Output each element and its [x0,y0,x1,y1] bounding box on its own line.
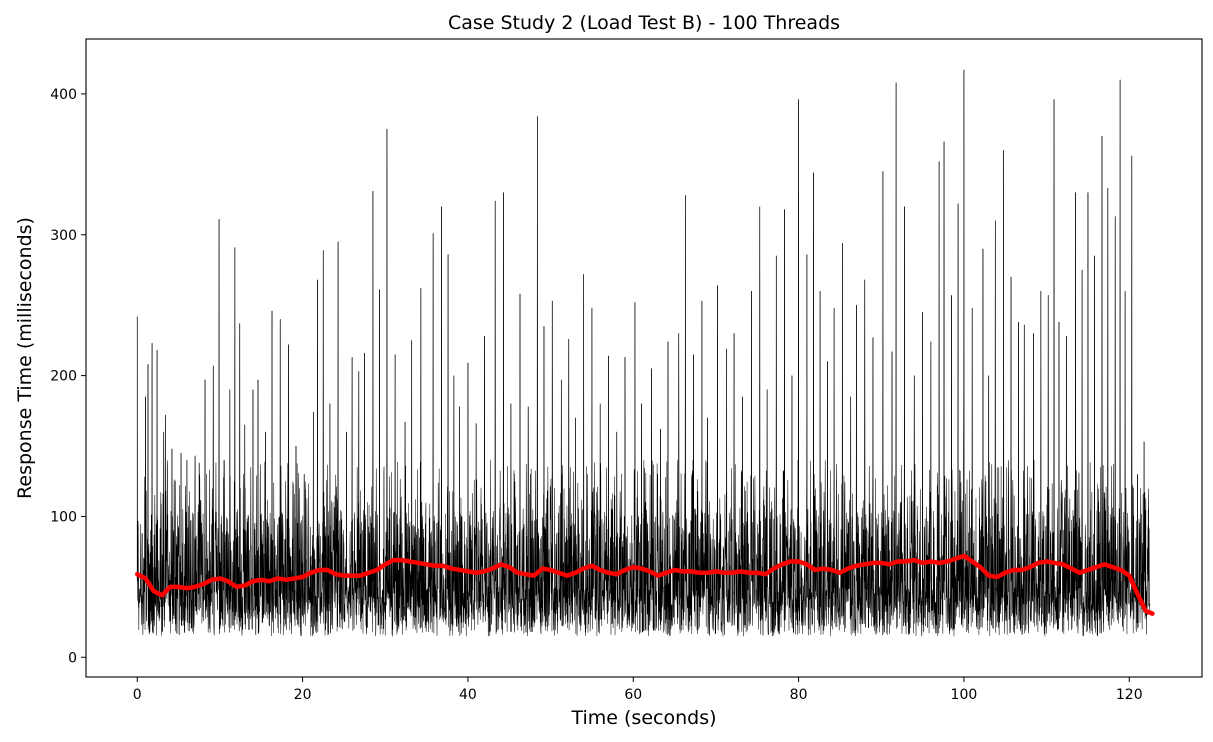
x-tick-label-0: 0 [133,687,142,703]
plot-area [135,69,1155,637]
y-axis-label: Response Time (milliseconds) [14,217,36,499]
y-tick-label-400: 400 [50,87,77,103]
raw-trace [136,69,1151,637]
smoothed-response-series [135,553,1155,616]
x-tick-label-100: 100 [951,687,978,703]
plot-frame [85,38,1203,678]
x-tick-label-120: 120 [1116,687,1143,703]
raw-response-series [136,69,1151,637]
x-tick-label-20: 20 [294,687,312,703]
y-axis-ticks: 0 100 200 300 400 [50,87,86,666]
x-tick-label-80: 80 [790,687,808,703]
x-axis-label: Time (seconds) [570,707,716,729]
x-axis-ticks: 0 20 40 60 80 100 120 [133,677,1143,703]
y-tick-label-200: 200 [50,369,77,385]
x-tick-label-40: 40 [459,687,477,703]
y-tick-label-300: 300 [50,228,77,244]
x-tick-label-60: 60 [624,687,642,703]
y-tick-label-100: 100 [50,509,77,525]
chart-title: Case Study 2 (Load Test B) - 100 Threads [448,12,840,34]
y-tick-label-0: 0 [68,650,77,666]
